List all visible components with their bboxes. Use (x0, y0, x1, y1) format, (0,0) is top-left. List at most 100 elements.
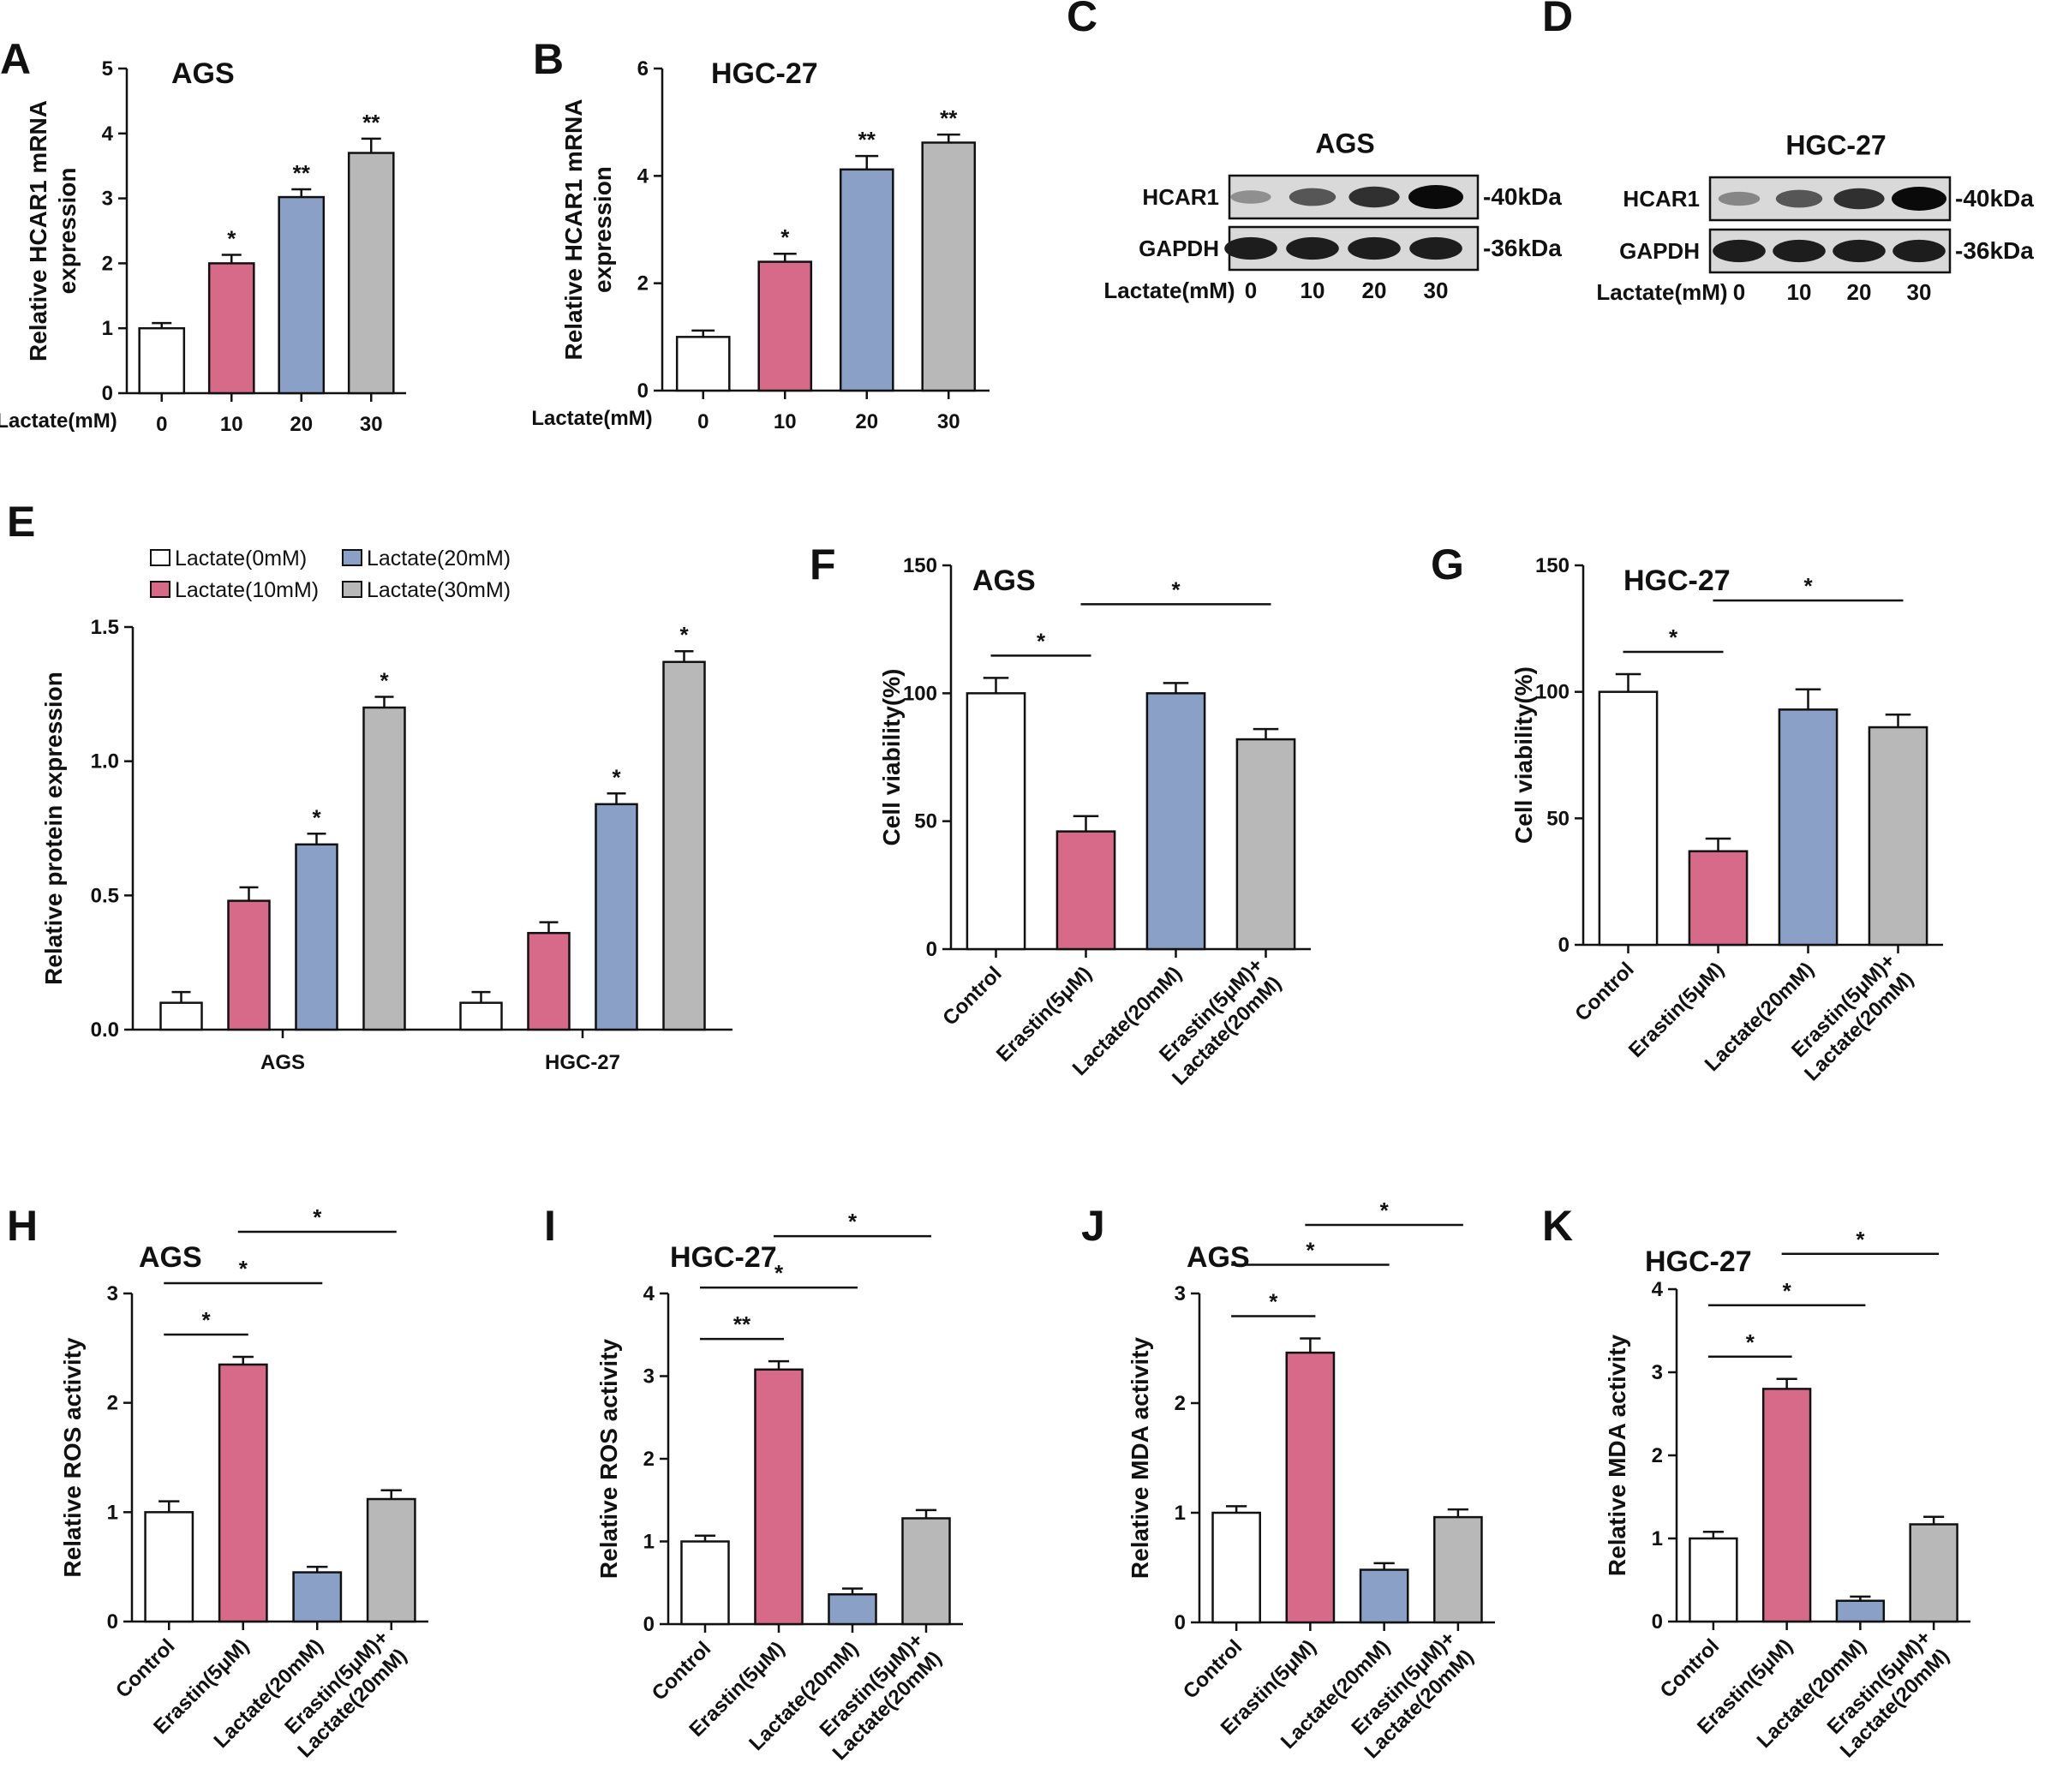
y-axis-label-line: Relative MDA activity (1604, 1334, 1630, 1576)
x-category-label: 10 (220, 413, 243, 436)
significance-star: * (201, 1307, 211, 1333)
y-axis-label: Relative HCAR1 mRNA expression (560, 99, 616, 361)
significance-star: * (1171, 576, 1181, 602)
y-tick-label: 0 (102, 382, 113, 405)
bar (278, 195, 326, 395)
bar (1598, 690, 1659, 947)
panel-title: AGS (1187, 1241, 1250, 1274)
bar (1909, 1523, 1958, 1623)
y-tick-label: 2 (1652, 1444, 1663, 1467)
blot-band (1893, 239, 1946, 263)
panel-label: F (810, 541, 836, 588)
x-category-label: Erastin(5μM)+Lactate(20mM) (1342, 1627, 1478, 1763)
bar (218, 1363, 268, 1623)
bar (207, 262, 255, 395)
blot-kda-label: -40kDa (1483, 183, 1562, 210)
y-tick-label: 2 (1175, 1392, 1186, 1415)
bar (144, 1511, 194, 1623)
blot-band (1348, 236, 1401, 260)
legend-label: Lactate(30mM) (367, 578, 511, 602)
x-category-label: Erastin(5μM)+Lactate(20mM) (275, 1626, 411, 1762)
y-axis-label-line: expression (589, 166, 616, 293)
x-category-label: 20 (290, 413, 313, 436)
y-tick-label: 1 (643, 1531, 655, 1554)
x-category-label: Control (111, 1634, 179, 1702)
significance-star: ** (940, 105, 958, 131)
y-axis-label-line: Relative ROS activity (59, 1337, 86, 1578)
y-tick-label: 0.5 (91, 884, 119, 907)
y-tick-label: 3 (643, 1365, 655, 1389)
blot-row-label: HCAR1 (1623, 186, 1700, 212)
y-tick-label: 5 (102, 57, 113, 81)
x-category-label: Control (1656, 1634, 1724, 1702)
bar (901, 1517, 951, 1626)
x-group-label: HGC-27 (545, 1051, 620, 1074)
y-axis-label-line: Relative HCAR1 mRNA (25, 100, 51, 361)
y-tick-label: 2 (107, 1392, 118, 1415)
x-category-label: Control (1179, 1635, 1247, 1703)
y-tick-label: 0 (1175, 1611, 1186, 1634)
x-category-label: 0 (697, 410, 709, 433)
blot-band (1718, 191, 1761, 206)
panel-d: D HGC-27 HCAR1 -40kDa GAPDH -36kDa Lactate(mM)… (1542, 0, 2034, 305)
bar (839, 168, 894, 392)
y-tick-label: 0 (1558, 934, 1570, 957)
panel-label: K (1542, 1202, 1573, 1250)
x-category-label: 0 (156, 413, 167, 436)
y-tick-label: 2 (643, 1448, 655, 1471)
panel-a: A AGS 0 1 2 3 4 5 Relative HCAR1 mRNA expression 0… (0, 35, 406, 436)
bar (1868, 726, 1928, 947)
panel-e: E 0.0 0.5 1.0 1.5 Relative protein expression… (7, 498, 732, 1074)
panel-label: G (1431, 541, 1464, 588)
y-tick-label: 2 (102, 252, 113, 275)
y-axis-label: Cell viability(%) (878, 669, 905, 846)
panel-label: J (1081, 1202, 1105, 1250)
panel-label: C (1067, 0, 1097, 40)
x-category-label: Control (938, 962, 1006, 1030)
panel-c: C AGS HCAR1 -40kDa GAPDH -36kDa Lactate(mM) 0 10… (1067, 0, 1562, 303)
significance-star: ** (293, 160, 311, 186)
bar (1835, 1599, 1886, 1623)
significance-star: * (1783, 1278, 1792, 1304)
bar (1235, 738, 1296, 951)
x-group-label: AGS (260, 1051, 305, 1074)
panel-title: HGC-27 (1645, 1245, 1752, 1278)
y-tick-label: 0.0 (91, 1018, 119, 1042)
significance-star: ** (858, 127, 876, 152)
significance-star: * (239, 1256, 248, 1281)
significance-star: * (313, 1204, 322, 1230)
panel-label: B (533, 35, 564, 83)
blot-band (1713, 239, 1766, 263)
significance-star: * (1380, 1198, 1390, 1223)
y-tick-label: 150 (903, 554, 937, 577)
panel-b: B HGC-27 0 2 4 6 Relative HCAR1 mRNA expression… (531, 35, 990, 433)
bar (138, 326, 186, 395)
y-tick-label: 0 (643, 1613, 655, 1636)
significance-star: * (1269, 1288, 1278, 1314)
y-axis-label: Relative MDA activity (1604, 1334, 1630, 1576)
bar (1688, 850, 1749, 947)
bar (675, 336, 731, 392)
blot-band (1348, 186, 1400, 208)
bar (1761, 1388, 1812, 1623)
significance-star: * (1856, 1227, 1865, 1252)
blot-lane-label: 10 (1301, 278, 1325, 303)
bar (159, 1001, 203, 1031)
panel-h: H AGS 0 1 2 3 Relative ROS activity Control Eras… (7, 1202, 428, 1762)
y-tick-label: 4 (643, 1282, 655, 1305)
x-category-label-line: Control (648, 1637, 715, 1705)
bar (1211, 1511, 1261, 1624)
significance-star: * (1746, 1329, 1755, 1355)
y-tick-label: 0 (1652, 1610, 1663, 1634)
bar (1689, 1537, 1738, 1623)
bar (292, 1571, 343, 1623)
panel-title: HGC-27 (1623, 564, 1731, 597)
panel-title: AGS (171, 57, 235, 90)
panel-title: HGC-27 (711, 57, 818, 90)
significance-star: * (1037, 628, 1046, 654)
panel-i: I HGC-27 0 1 2 3 4 Relative ROS activity Control… (544, 1202, 963, 1765)
x-category-label: 10 (774, 410, 797, 433)
y-tick-label: 3 (107, 1282, 118, 1305)
legend-label: Lactate(0mM) (175, 547, 307, 570)
